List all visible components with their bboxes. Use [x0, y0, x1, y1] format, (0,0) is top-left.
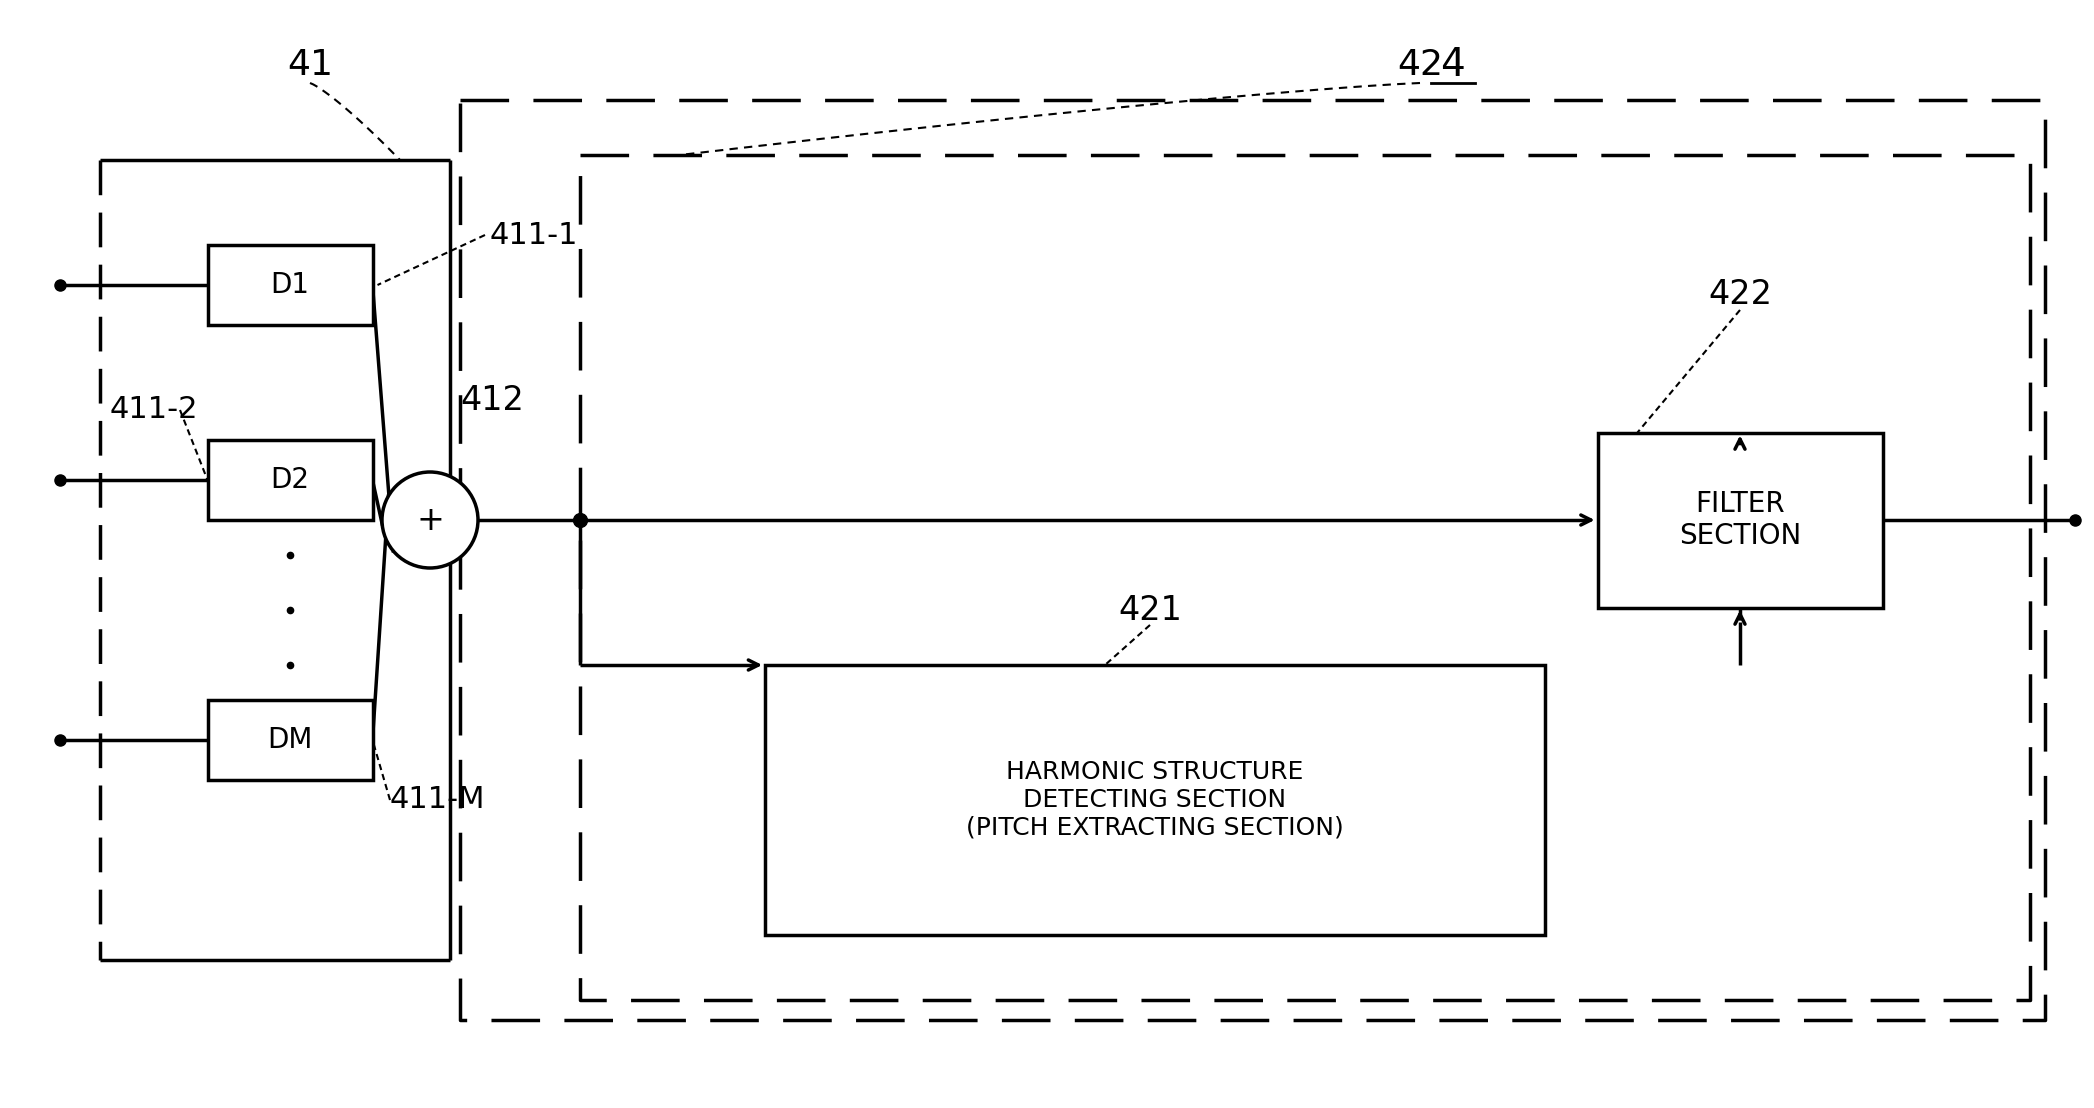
Text: 41: 41 — [287, 48, 333, 82]
Text: D2: D2 — [270, 466, 310, 494]
Text: D1: D1 — [270, 271, 310, 299]
Bar — [207, 245, 373, 325]
Text: HARMONIC STRUCTURE
DETECTING SECTION
(PITCH EXTRACTING SECTION): HARMONIC STRUCTURE DETECTING SECTION (PI… — [965, 760, 1344, 840]
Text: 422: 422 — [1709, 278, 1772, 311]
Bar — [1598, 432, 1883, 607]
Bar — [207, 700, 373, 780]
Text: FILTER
SECTION: FILTER SECTION — [1679, 490, 1801, 551]
Text: 42: 42 — [1397, 48, 1443, 82]
Text: 412: 412 — [461, 383, 524, 417]
Text: 411-2: 411-2 — [111, 396, 199, 424]
Bar — [764, 665, 1545, 935]
Text: +: + — [417, 503, 444, 536]
Text: DM: DM — [268, 726, 312, 755]
Text: 411-1: 411-1 — [490, 220, 578, 249]
Circle shape — [381, 472, 477, 568]
Text: 4: 4 — [1441, 47, 1466, 84]
Text: 421: 421 — [1118, 594, 1181, 626]
Bar — [207, 440, 373, 520]
Text: 411-M: 411-M — [389, 786, 486, 814]
